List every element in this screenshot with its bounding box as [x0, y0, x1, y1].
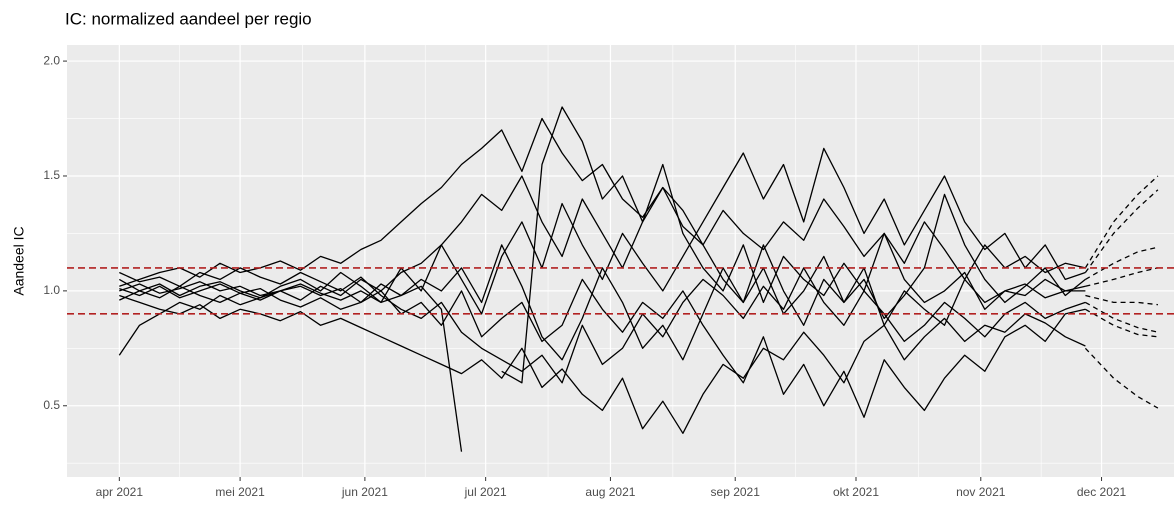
series-line — [119, 267, 1086, 384]
chart-title: IC: normalized aandeel per regio — [65, 9, 312, 28]
forecast-line — [1085, 301, 1159, 333]
x-tick-label: aug 2021 — [585, 485, 635, 499]
x-tick-label: jul 2021 — [464, 485, 507, 499]
series-line — [119, 117, 1086, 287]
x-tick-label: mei 2021 — [215, 485, 265, 499]
y-tick-label: 0.5 — [43, 398, 60, 412]
series-line — [119, 278, 1086, 418]
forecast-line — [1084, 175, 1159, 269]
y-tick-label: 1.0 — [43, 283, 60, 297]
forecast-line — [1085, 267, 1159, 287]
x-tick-label: dec 2021 — [1077, 485, 1127, 499]
series-line — [118, 147, 1086, 315]
x-tick-label: apr 2021 — [96, 485, 144, 499]
forecast-line — [1084, 347, 1159, 409]
series-line — [119, 294, 1086, 434]
y-tick-label: 2.0 — [43, 53, 60, 67]
forecast-line — [1084, 189, 1159, 273]
y-tick-label: 1.5 — [43, 168, 60, 182]
forecast-line — [1085, 294, 1158, 306]
x-tick-label: okt 2021 — [833, 485, 879, 499]
x-tick-label: sep 2021 — [711, 485, 761, 499]
forecast-line — [1085, 308, 1158, 338]
forecast-line — [1085, 246, 1159, 280]
series-line — [119, 244, 1086, 361]
x-tick-label: jun 2021 — [341, 485, 388, 499]
plot-panel — [67, 45, 1174, 477]
y-axis-label: Aandeel IC — [11, 226, 27, 295]
x-tick-label: nov 2021 — [956, 485, 1006, 499]
